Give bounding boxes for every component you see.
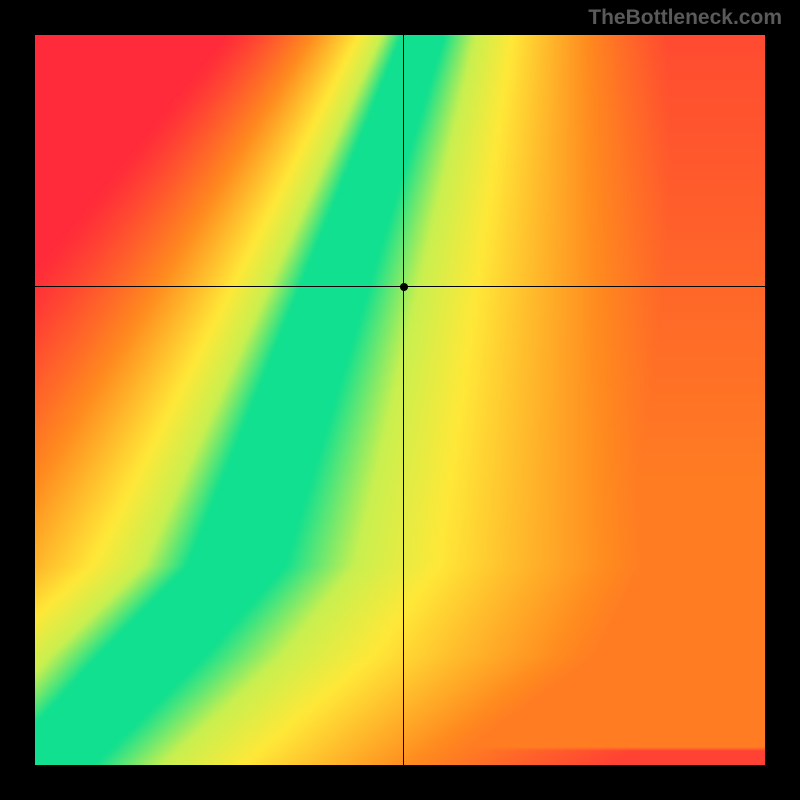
watermark-text: TheBottleneck.com: [588, 6, 782, 30]
crosshair-marker: [400, 283, 408, 291]
crosshair-vertical: [403, 35, 404, 765]
heatmap-canvas: [35, 35, 765, 765]
heatmap-plot: [35, 35, 765, 765]
